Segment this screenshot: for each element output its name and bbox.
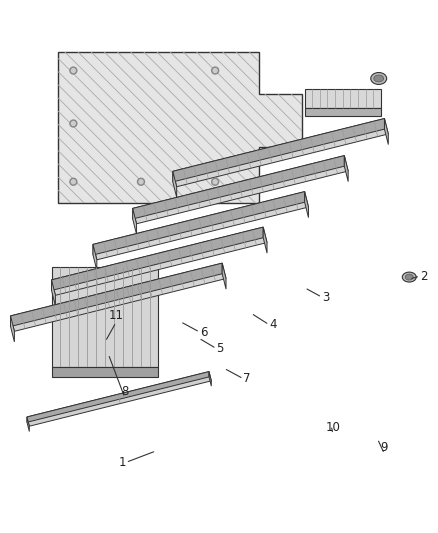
Text: 8: 8 <box>121 385 128 398</box>
Polygon shape <box>11 263 222 327</box>
Polygon shape <box>11 263 226 332</box>
Circle shape <box>213 69 217 72</box>
Polygon shape <box>304 192 308 217</box>
Circle shape <box>70 67 77 74</box>
Ellipse shape <box>373 75 383 82</box>
Text: 3: 3 <box>321 290 328 304</box>
Polygon shape <box>51 266 158 367</box>
Polygon shape <box>58 52 302 203</box>
Text: 9: 9 <box>380 441 387 454</box>
Polygon shape <box>93 192 308 260</box>
Ellipse shape <box>370 72 386 84</box>
Polygon shape <box>11 316 14 342</box>
Text: 4: 4 <box>268 318 276 331</box>
Ellipse shape <box>401 272 415 282</box>
Text: 5: 5 <box>216 342 223 355</box>
Polygon shape <box>263 227 266 253</box>
Polygon shape <box>51 227 266 295</box>
Polygon shape <box>93 245 97 270</box>
Polygon shape <box>173 118 384 182</box>
Polygon shape <box>222 263 226 289</box>
Circle shape <box>71 180 75 184</box>
Text: 11: 11 <box>108 309 124 322</box>
Polygon shape <box>132 208 136 235</box>
Polygon shape <box>343 156 347 182</box>
Text: 6: 6 <box>199 326 207 338</box>
Polygon shape <box>304 108 380 116</box>
Polygon shape <box>132 156 343 219</box>
Polygon shape <box>51 367 158 377</box>
Text: 2: 2 <box>419 270 427 282</box>
Circle shape <box>213 180 217 184</box>
Polygon shape <box>51 227 263 290</box>
Polygon shape <box>132 156 347 224</box>
Circle shape <box>137 178 144 185</box>
Polygon shape <box>173 118 388 187</box>
Polygon shape <box>27 417 29 432</box>
Circle shape <box>71 69 75 72</box>
Polygon shape <box>208 372 211 386</box>
Ellipse shape <box>404 274 412 280</box>
Circle shape <box>211 67 218 74</box>
Text: 1: 1 <box>118 456 125 469</box>
Polygon shape <box>93 192 304 255</box>
Text: 10: 10 <box>325 422 339 434</box>
Circle shape <box>139 180 143 184</box>
Circle shape <box>211 178 218 185</box>
Polygon shape <box>27 372 211 426</box>
Circle shape <box>71 122 75 125</box>
Polygon shape <box>304 89 380 108</box>
Polygon shape <box>384 118 388 144</box>
Circle shape <box>70 178 77 185</box>
Text: 7: 7 <box>243 372 251 385</box>
Polygon shape <box>27 372 208 422</box>
Circle shape <box>70 120 77 127</box>
Polygon shape <box>173 171 176 197</box>
Polygon shape <box>51 280 55 306</box>
